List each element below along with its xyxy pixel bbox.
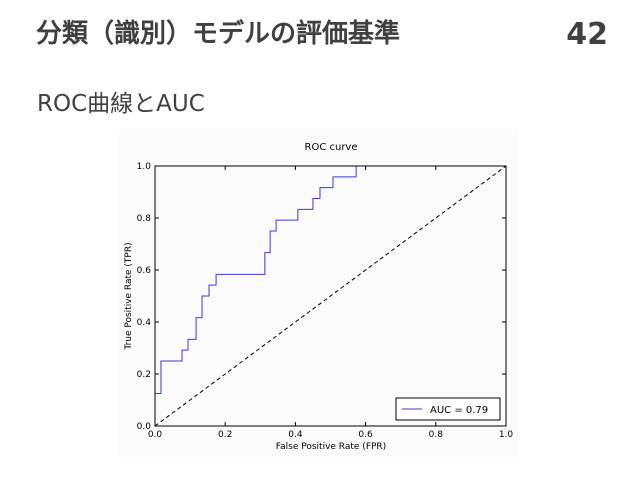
x-tick-label: 1.0	[499, 430, 514, 440]
plot-frame	[154, 165, 507, 427]
chart-title: ROC curve	[305, 142, 358, 153]
series-line	[154, 165, 507, 427]
x-tick-label: 0.0	[148, 430, 163, 440]
page-number: 42	[566, 17, 608, 52]
y-tick-label: 0.4	[137, 318, 152, 328]
series-line	[154, 165, 506, 426]
y-tick-label: 1.0	[137, 162, 152, 172]
y-tick-label: 0.2	[137, 370, 151, 380]
x-tick-label: 0.2	[218, 430, 232, 440]
x-tick-label: 0.6	[358, 430, 373, 440]
y-axis-label: True Positive Rate (TPR)	[124, 242, 134, 350]
x-tick-label: 0.8	[429, 430, 444, 440]
legend-label: AUC = 0.79	[430, 405, 488, 416]
x-tick-label: 0.4	[288, 430, 303, 440]
slide-title: 分類（識別）モデルの評価基準	[36, 18, 400, 49]
y-tick-label: 0.8	[137, 214, 152, 224]
legend-box	[395, 397, 501, 421]
x-axis-label: False Positive Rate (FPR)	[276, 442, 386, 452]
y-tick-label: 0.6	[137, 266, 152, 276]
slide-subtitle: ROC曲線とAUC	[37, 91, 205, 117]
y-tick-label: 0.0	[137, 422, 152, 432]
